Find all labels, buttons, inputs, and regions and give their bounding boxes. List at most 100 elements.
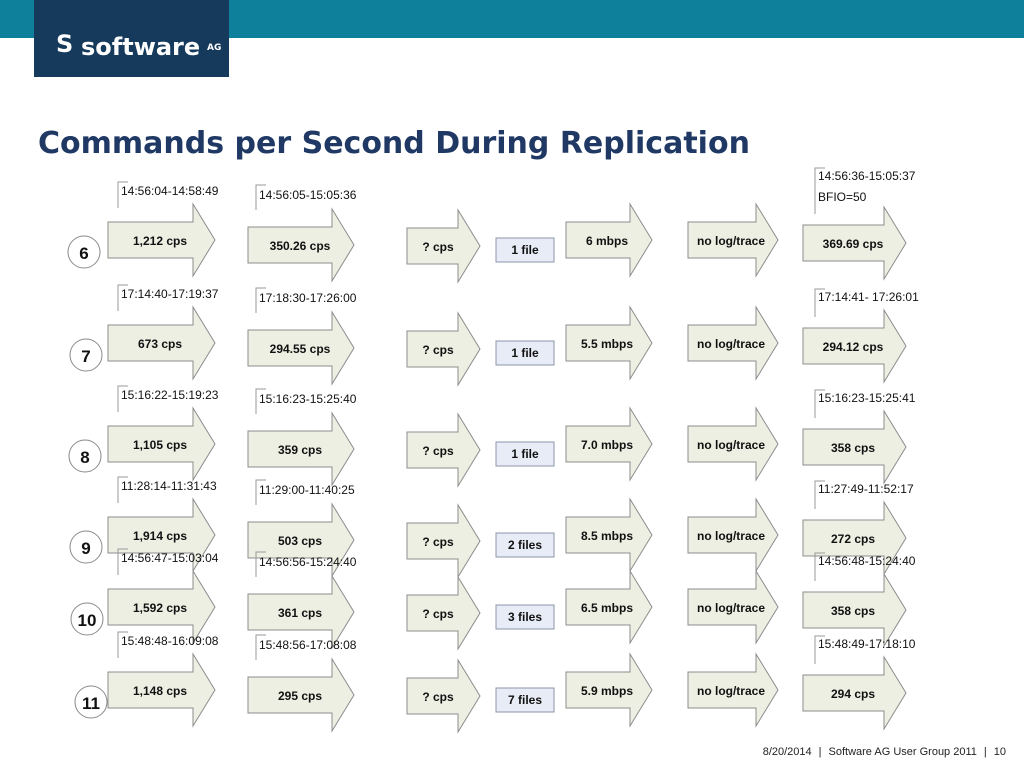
log-trace-label: no log/trace <box>697 337 765 351</box>
log-trace-label: no log/trace <box>697 438 765 452</box>
bandwidth-label: 5.5 mbps <box>581 337 633 351</box>
stage2-time-label: 14:56:05-15:05:36 <box>259 188 357 202</box>
source-arrow <box>107 497 216 573</box>
bandwidth-label: 5.9 mbps <box>581 684 633 698</box>
stage2-time-label: 15:16:23-15:25:40 <box>259 392 357 406</box>
log-trace-arrow <box>687 569 779 645</box>
log-trace-label: no log/trace <box>697 684 765 698</box>
stage2-cps-label: 350.26 cps <box>270 239 331 253</box>
slide-footer: 8/20/2014 | Software AG User Group 2011 | 10 <box>0 746 1006 758</box>
target-time-callout <box>814 635 825 664</box>
target-time-callout <box>814 288 825 317</box>
stage2-time-callout <box>255 479 266 505</box>
stage2-time-label: 11:29:00-11:40:25 <box>259 483 355 497</box>
row-number-badge <box>68 439 102 473</box>
target-time-label: 14:56:48-15:24:40 <box>818 554 916 568</box>
row-number: 6 <box>79 244 88 263</box>
stage3-arrow <box>406 658 481 734</box>
stage2-cps-label: 503 cps <box>278 534 322 548</box>
target-arrow <box>802 205 907 281</box>
source-arrow <box>107 569 216 645</box>
stage3-cps-label: ? cps <box>422 607 454 621</box>
source-time-label: 15:16:22-15:19:23 <box>121 388 219 402</box>
stage2-cps-label: 295 cps <box>278 689 322 703</box>
stage2-arrow <box>247 207 355 283</box>
log-trace-arrow <box>687 202 779 278</box>
row-number: 9 <box>81 539 90 558</box>
row-number: 7 <box>81 347 90 366</box>
source-time-callout <box>117 181 128 208</box>
source-time-callout <box>117 631 128 658</box>
bandwidth-arrow <box>565 652 653 728</box>
footer-separator: | <box>983 746 987 758</box>
files-box <box>495 604 555 630</box>
stage2-time-callout <box>255 551 266 577</box>
source-cps-label: 673 cps <box>138 337 182 351</box>
source-arrow <box>107 202 216 278</box>
logo-mark: S <box>56 30 74 58</box>
stage2-arrow <box>247 657 355 733</box>
target-cps-label: 294.12 cps <box>823 340 884 354</box>
stage2-cps-label: 359 cps <box>278 443 322 457</box>
row-number-badge <box>67 235 101 269</box>
bandwidth-arrow <box>565 569 653 645</box>
source-cps-label: 1,212 cps <box>133 234 187 248</box>
source-time-callout <box>117 385 128 412</box>
stage2-time-label: 14:56:56-15:24:40 <box>259 555 357 569</box>
source-arrow <box>107 652 216 728</box>
source-cps-label: 1,148 cps <box>133 684 187 698</box>
stage2-arrow <box>247 574 355 650</box>
target-cps-label: 369.69 cps <box>823 237 884 251</box>
log-trace-label: no log/trace <box>697 529 765 543</box>
files-label: 1 file <box>511 447 539 461</box>
log-trace-label: no log/trace <box>697 601 765 615</box>
target-cps-label: 358 cps <box>831 604 875 618</box>
row-number-badge <box>70 602 104 636</box>
stage3-cps-label: ? cps <box>422 535 454 549</box>
footer-event: Software AG User Group 2011 <box>828 746 977 758</box>
target-note-label: BFIO=50 <box>818 190 867 204</box>
target-time-label: 15:16:23-15:25:41 <box>818 391 916 405</box>
files-label: 2 files <box>508 538 542 552</box>
stage3-cps-label: ? cps <box>422 444 454 458</box>
stage2-time-callout <box>255 287 266 313</box>
target-time-label: 15:48:49-17:18:10 <box>818 637 916 651</box>
source-time-label: 15:48:48-16:09:08 <box>121 634 219 648</box>
source-time-callout <box>117 284 128 311</box>
logo-wordmark: software <box>81 33 201 61</box>
footer-page-number: 10 <box>993 746 1006 758</box>
source-time-label: 11:28:14-11:31:43 <box>121 479 217 493</box>
target-time-callout <box>814 480 825 509</box>
stage3-arrow <box>406 575 481 651</box>
files-box <box>495 441 555 467</box>
bandwidth-label: 8.5 mbps <box>581 529 633 543</box>
stage2-time-callout <box>255 634 266 660</box>
source-arrow <box>107 305 216 381</box>
target-arrow <box>802 572 907 648</box>
stage2-time-label: 15:48:56-17:08:08 <box>259 638 357 652</box>
target-time-callout <box>814 167 825 214</box>
files-label: 3 files <box>508 610 542 624</box>
bandwidth-arrow <box>565 406 653 482</box>
files-label: 1 file <box>511 243 539 257</box>
stage3-arrow <box>406 208 481 284</box>
files-box <box>495 687 555 713</box>
target-time-label: 17:14:41- 17:26:01 <box>818 290 919 304</box>
footer-date: 8/20/2014 <box>762 746 812 758</box>
log-trace-arrow <box>687 305 779 381</box>
source-cps-label: 1,914 cps <box>133 529 187 543</box>
target-arrow <box>802 500 907 576</box>
target-arrow <box>802 409 907 485</box>
target-cps-label: 358 cps <box>831 441 875 455</box>
row-number: 10 <box>78 611 97 630</box>
target-arrow <box>802 308 907 384</box>
slide-title: Commands per Second During Replication <box>38 126 750 161</box>
target-time-label: 14:56:36-15:05:37 <box>818 169 916 183</box>
source-time-callout <box>117 476 128 503</box>
files-box <box>495 237 555 263</box>
files-label: 1 file <box>511 346 539 360</box>
log-trace-arrow <box>687 497 779 573</box>
stage3-cps-label: ? cps <box>422 690 454 704</box>
source-time-callout <box>117 548 128 575</box>
